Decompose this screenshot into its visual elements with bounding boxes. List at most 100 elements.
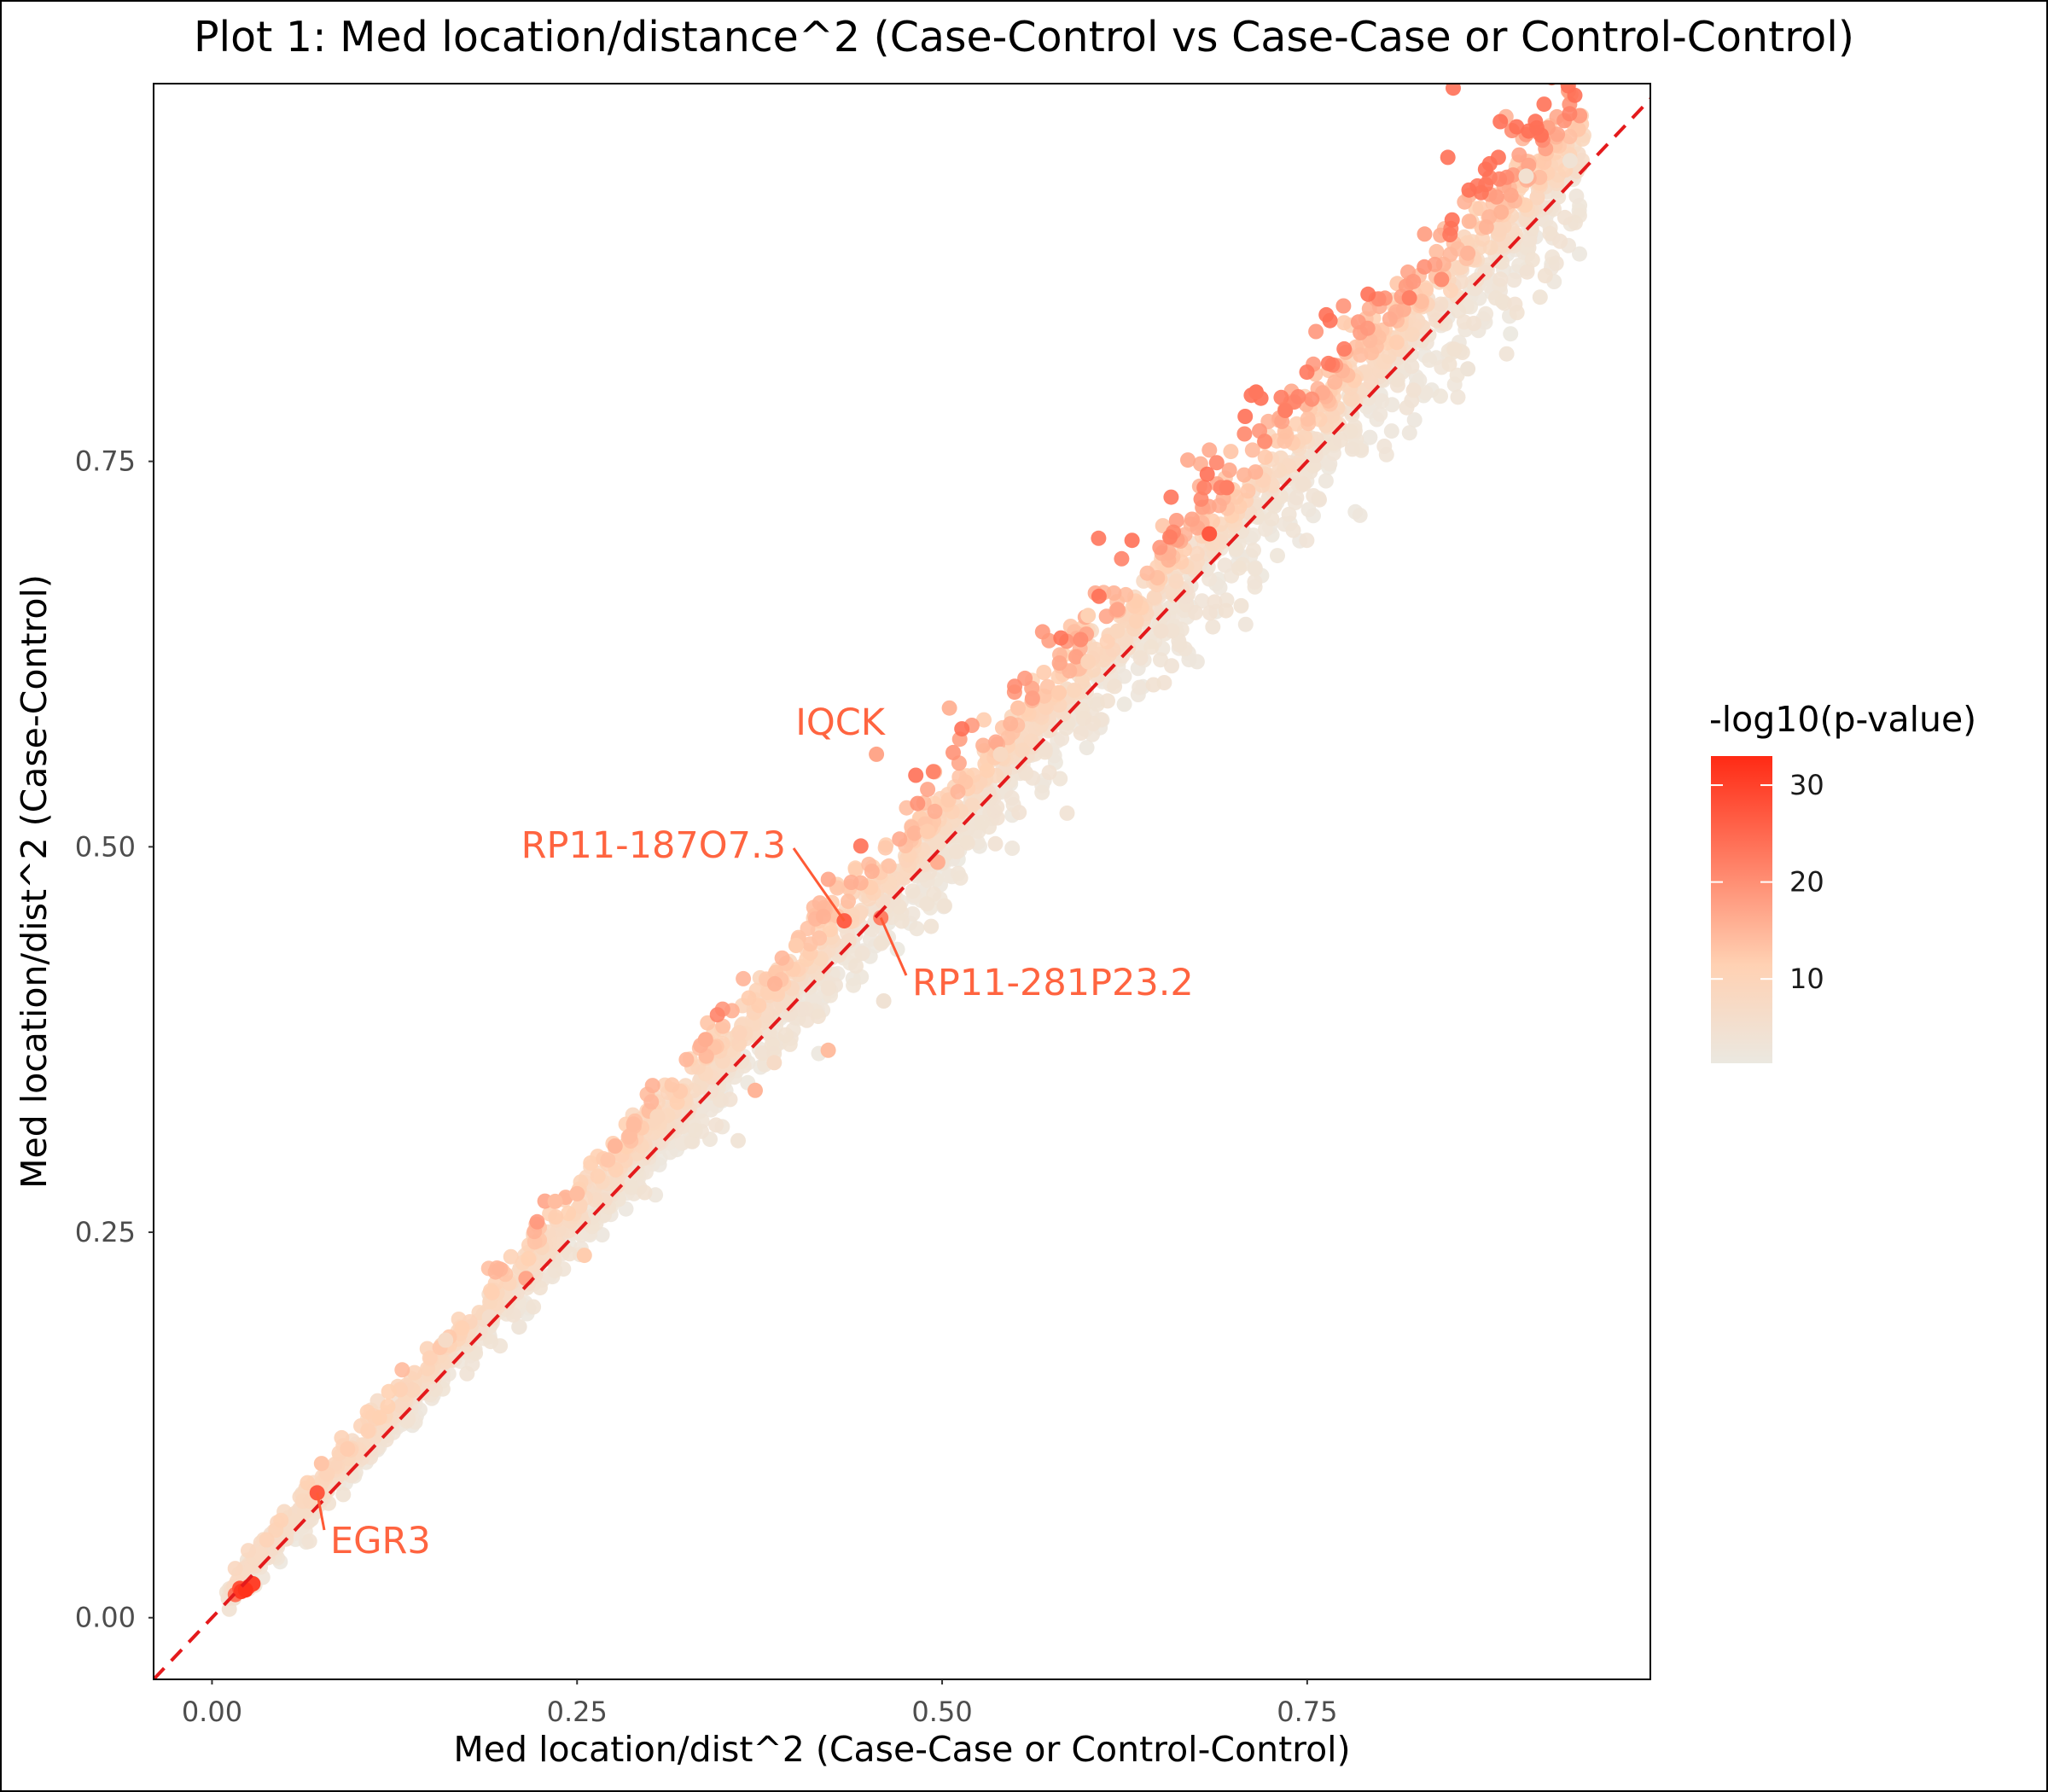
- data-point: [1548, 255, 1564, 271]
- data-point: [1568, 188, 1585, 204]
- data-point: [820, 871, 836, 887]
- data-point: [594, 1227, 610, 1242]
- x-tick-label: 0.50: [911, 1696, 972, 1728]
- data-point: [1146, 590, 1162, 606]
- x-tick-label: 0.25: [547, 1696, 608, 1728]
- data-point: [964, 797, 980, 813]
- y-axis-title: Med location/dist^2 (Case-Control): [14, 574, 55, 1189]
- data-point: [873, 935, 889, 951]
- data-point: [1475, 231, 1491, 247]
- data-point: [1257, 449, 1273, 465]
- data-point: [1461, 182, 1477, 198]
- gene-label: IQCK: [795, 701, 887, 744]
- data-point: [810, 1009, 826, 1025]
- data-point: [1240, 483, 1256, 499]
- data-point: [392, 1382, 408, 1398]
- data-point: [1312, 492, 1327, 508]
- data-point: [1562, 106, 1578, 122]
- data-point: [1132, 679, 1148, 695]
- data-point: [1246, 542, 1261, 558]
- data-point: [360, 1423, 376, 1439]
- data-point: [820, 1042, 836, 1058]
- data-point: [503, 1248, 519, 1265]
- data-point: [1442, 227, 1458, 242]
- reference-line: [154, 96, 1650, 1679]
- data-point: [394, 1362, 410, 1378]
- data-point: [454, 1320, 470, 1336]
- data-point: [511, 1318, 527, 1335]
- data-point: [1404, 358, 1420, 375]
- data-point: [687, 1122, 703, 1138]
- data-point: [876, 993, 892, 1009]
- data-point: [547, 1193, 563, 1209]
- data-point: [1352, 507, 1368, 523]
- data-point: [1145, 677, 1161, 693]
- data-point: [1344, 441, 1360, 457]
- data-point: [754, 1045, 771, 1062]
- data-point: [1201, 571, 1218, 587]
- data-point: [976, 712, 992, 728]
- data-point: [1490, 149, 1506, 166]
- data-point: [1428, 243, 1445, 259]
- data-point: [979, 762, 995, 778]
- data-point: [731, 1036, 748, 1052]
- data-point: [1389, 377, 1405, 393]
- data-point: [1342, 391, 1359, 407]
- data-point: [561, 1246, 578, 1262]
- data-point: [1245, 527, 1261, 544]
- data-point: [992, 746, 1009, 762]
- data-point: [1511, 147, 1527, 163]
- data-point: [1223, 444, 1239, 460]
- data-point: [678, 1051, 695, 1068]
- data-point: [1399, 399, 1415, 416]
- data-point: [1417, 385, 1434, 401]
- data-point: [1320, 355, 1336, 371]
- y-tick-label: 0.25: [75, 1216, 136, 1248]
- data-point: [1401, 425, 1417, 441]
- data-point: [909, 921, 925, 937]
- data-point: [1187, 604, 1203, 620]
- data-point: [708, 1117, 724, 1133]
- data-point: [852, 838, 869, 854]
- data-point: [1444, 212, 1460, 228]
- data-point: [1034, 624, 1050, 640]
- data-point: [1091, 588, 1107, 604]
- data-point: [1107, 678, 1123, 695]
- data-point: [1488, 189, 1504, 205]
- data-point: [1228, 541, 1244, 557]
- data-point: [1053, 630, 1069, 646]
- data-point: [380, 1399, 396, 1414]
- data-point: [1143, 639, 1160, 655]
- data-point: [864, 864, 880, 880]
- data-point: [975, 737, 992, 753]
- data-point: [664, 1077, 680, 1093]
- data-point: [881, 858, 897, 874]
- data-point: [709, 1007, 725, 1023]
- data-point: [1428, 312, 1445, 329]
- data-point: [1079, 740, 1095, 756]
- data-point: [1099, 633, 1115, 649]
- data-point: [1236, 426, 1253, 442]
- data-point: [1417, 259, 1433, 275]
- data-point: [1233, 597, 1249, 614]
- data-point: [359, 1404, 375, 1420]
- data-point: [1196, 480, 1213, 496]
- data-point: [259, 1532, 275, 1548]
- data-point: [1116, 668, 1132, 684]
- data-point: [492, 1261, 509, 1277]
- data-point: [988, 734, 1004, 750]
- data-point: [843, 875, 859, 890]
- data-point: [1332, 432, 1348, 448]
- data-point: [1218, 602, 1234, 619]
- data-point: [644, 1078, 660, 1094]
- data-point: [532, 1280, 548, 1296]
- data-point: [877, 840, 893, 856]
- data-point: [1109, 623, 1126, 639]
- data-point: [846, 977, 862, 993]
- data-point: [483, 1334, 499, 1350]
- data-point: [812, 930, 828, 946]
- data-point: [1372, 406, 1388, 422]
- data-point: [892, 831, 908, 847]
- data-point: [1401, 290, 1417, 306]
- data-point: [1507, 296, 1523, 312]
